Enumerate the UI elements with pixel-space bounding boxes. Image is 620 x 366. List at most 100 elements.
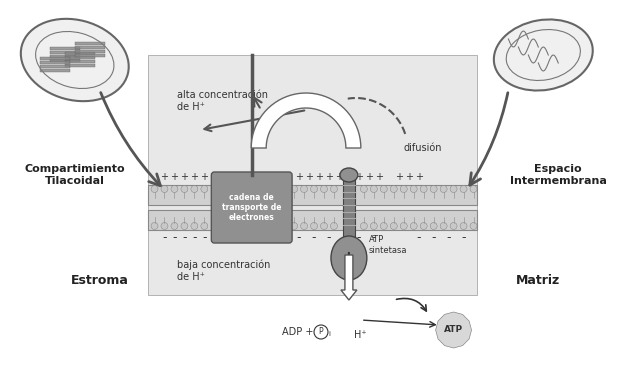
- Bar: [65, 64, 95, 67]
- Text: -: -: [297, 232, 301, 244]
- Circle shape: [321, 223, 327, 229]
- Text: +: +: [415, 172, 423, 182]
- Circle shape: [291, 223, 298, 229]
- Circle shape: [311, 223, 317, 229]
- Text: +: +: [345, 172, 353, 182]
- Circle shape: [450, 186, 457, 193]
- Text: -: -: [446, 232, 451, 244]
- Ellipse shape: [494, 19, 593, 90]
- Text: -: -: [202, 232, 206, 244]
- Circle shape: [171, 186, 178, 193]
- Circle shape: [191, 186, 198, 193]
- Circle shape: [420, 223, 427, 229]
- Text: difusión: difusión: [404, 143, 442, 153]
- Text: +: +: [180, 172, 188, 182]
- Text: -: -: [342, 232, 346, 244]
- Text: baja concentración
de H⁺: baja concentración de H⁺: [177, 260, 271, 282]
- Circle shape: [430, 186, 437, 193]
- Circle shape: [151, 223, 158, 229]
- Circle shape: [201, 186, 208, 193]
- PathPatch shape: [251, 93, 361, 148]
- Circle shape: [390, 186, 397, 193]
- Circle shape: [370, 223, 378, 229]
- Circle shape: [440, 186, 447, 193]
- Ellipse shape: [21, 19, 129, 101]
- Circle shape: [314, 325, 328, 339]
- Circle shape: [181, 223, 188, 229]
- Text: Estroma: Estroma: [71, 273, 128, 287]
- Bar: [40, 69, 70, 72]
- Circle shape: [330, 223, 337, 229]
- Text: ATP: ATP: [444, 325, 463, 335]
- FancyBboxPatch shape: [148, 55, 477, 295]
- Circle shape: [470, 223, 477, 229]
- Circle shape: [380, 186, 388, 193]
- Text: P: P: [319, 328, 323, 336]
- Text: Compartimiento
Tilacoidal: Compartimiento Tilacoidal: [24, 164, 125, 186]
- Ellipse shape: [340, 168, 358, 182]
- Bar: [65, 52, 95, 55]
- FancyBboxPatch shape: [211, 172, 292, 243]
- Bar: [65, 56, 95, 59]
- Ellipse shape: [331, 236, 367, 280]
- Text: +: +: [295, 172, 303, 182]
- Text: -: -: [432, 232, 436, 244]
- Circle shape: [370, 186, 378, 193]
- Circle shape: [161, 223, 168, 229]
- Circle shape: [301, 186, 308, 193]
- Text: cadena de
transporte de
electrones: cadena de transporte de electrones: [222, 193, 281, 223]
- Circle shape: [161, 186, 168, 193]
- Text: ATP
sintetasa: ATP sintetasa: [369, 235, 407, 255]
- Circle shape: [470, 186, 477, 193]
- Bar: [65, 60, 95, 63]
- Bar: [50, 51, 80, 54]
- Bar: [40, 57, 70, 60]
- Bar: [50, 55, 80, 58]
- Circle shape: [420, 186, 427, 193]
- Circle shape: [380, 223, 388, 229]
- Text: +: +: [395, 172, 403, 182]
- Bar: [75, 54, 105, 57]
- Text: +: +: [335, 172, 343, 182]
- Circle shape: [311, 186, 317, 193]
- Text: -: -: [192, 232, 197, 244]
- Circle shape: [401, 223, 407, 229]
- Circle shape: [191, 223, 198, 229]
- Bar: [40, 65, 70, 68]
- Circle shape: [321, 186, 327, 193]
- Circle shape: [401, 186, 407, 193]
- Text: +: +: [210, 172, 218, 182]
- Bar: [50, 59, 80, 62]
- FancyArrow shape: [341, 255, 357, 300]
- Circle shape: [460, 223, 467, 229]
- Circle shape: [360, 186, 367, 193]
- Circle shape: [291, 186, 298, 193]
- Text: +: +: [315, 172, 323, 182]
- Circle shape: [151, 186, 158, 193]
- Circle shape: [390, 223, 397, 229]
- Text: -: -: [312, 232, 316, 244]
- Circle shape: [301, 223, 308, 229]
- Circle shape: [330, 186, 337, 193]
- Circle shape: [460, 186, 467, 193]
- Text: +: +: [365, 172, 373, 182]
- Text: -: -: [461, 232, 466, 244]
- Bar: [148, 185, 477, 205]
- Bar: [148, 210, 477, 230]
- Circle shape: [430, 223, 437, 229]
- Bar: [75, 50, 105, 53]
- Text: -: -: [172, 232, 177, 244]
- Text: +: +: [375, 172, 383, 182]
- Text: -: -: [182, 232, 187, 244]
- Circle shape: [281, 223, 288, 229]
- Bar: [343, 177, 355, 238]
- Text: -: -: [327, 232, 331, 244]
- Bar: [40, 61, 70, 64]
- Text: -: -: [162, 232, 167, 244]
- Circle shape: [410, 223, 417, 229]
- Text: +: +: [190, 172, 198, 182]
- Text: Matriz: Matriz: [516, 273, 560, 287]
- Bar: [75, 42, 105, 45]
- Circle shape: [410, 186, 417, 193]
- Text: -: -: [417, 232, 421, 244]
